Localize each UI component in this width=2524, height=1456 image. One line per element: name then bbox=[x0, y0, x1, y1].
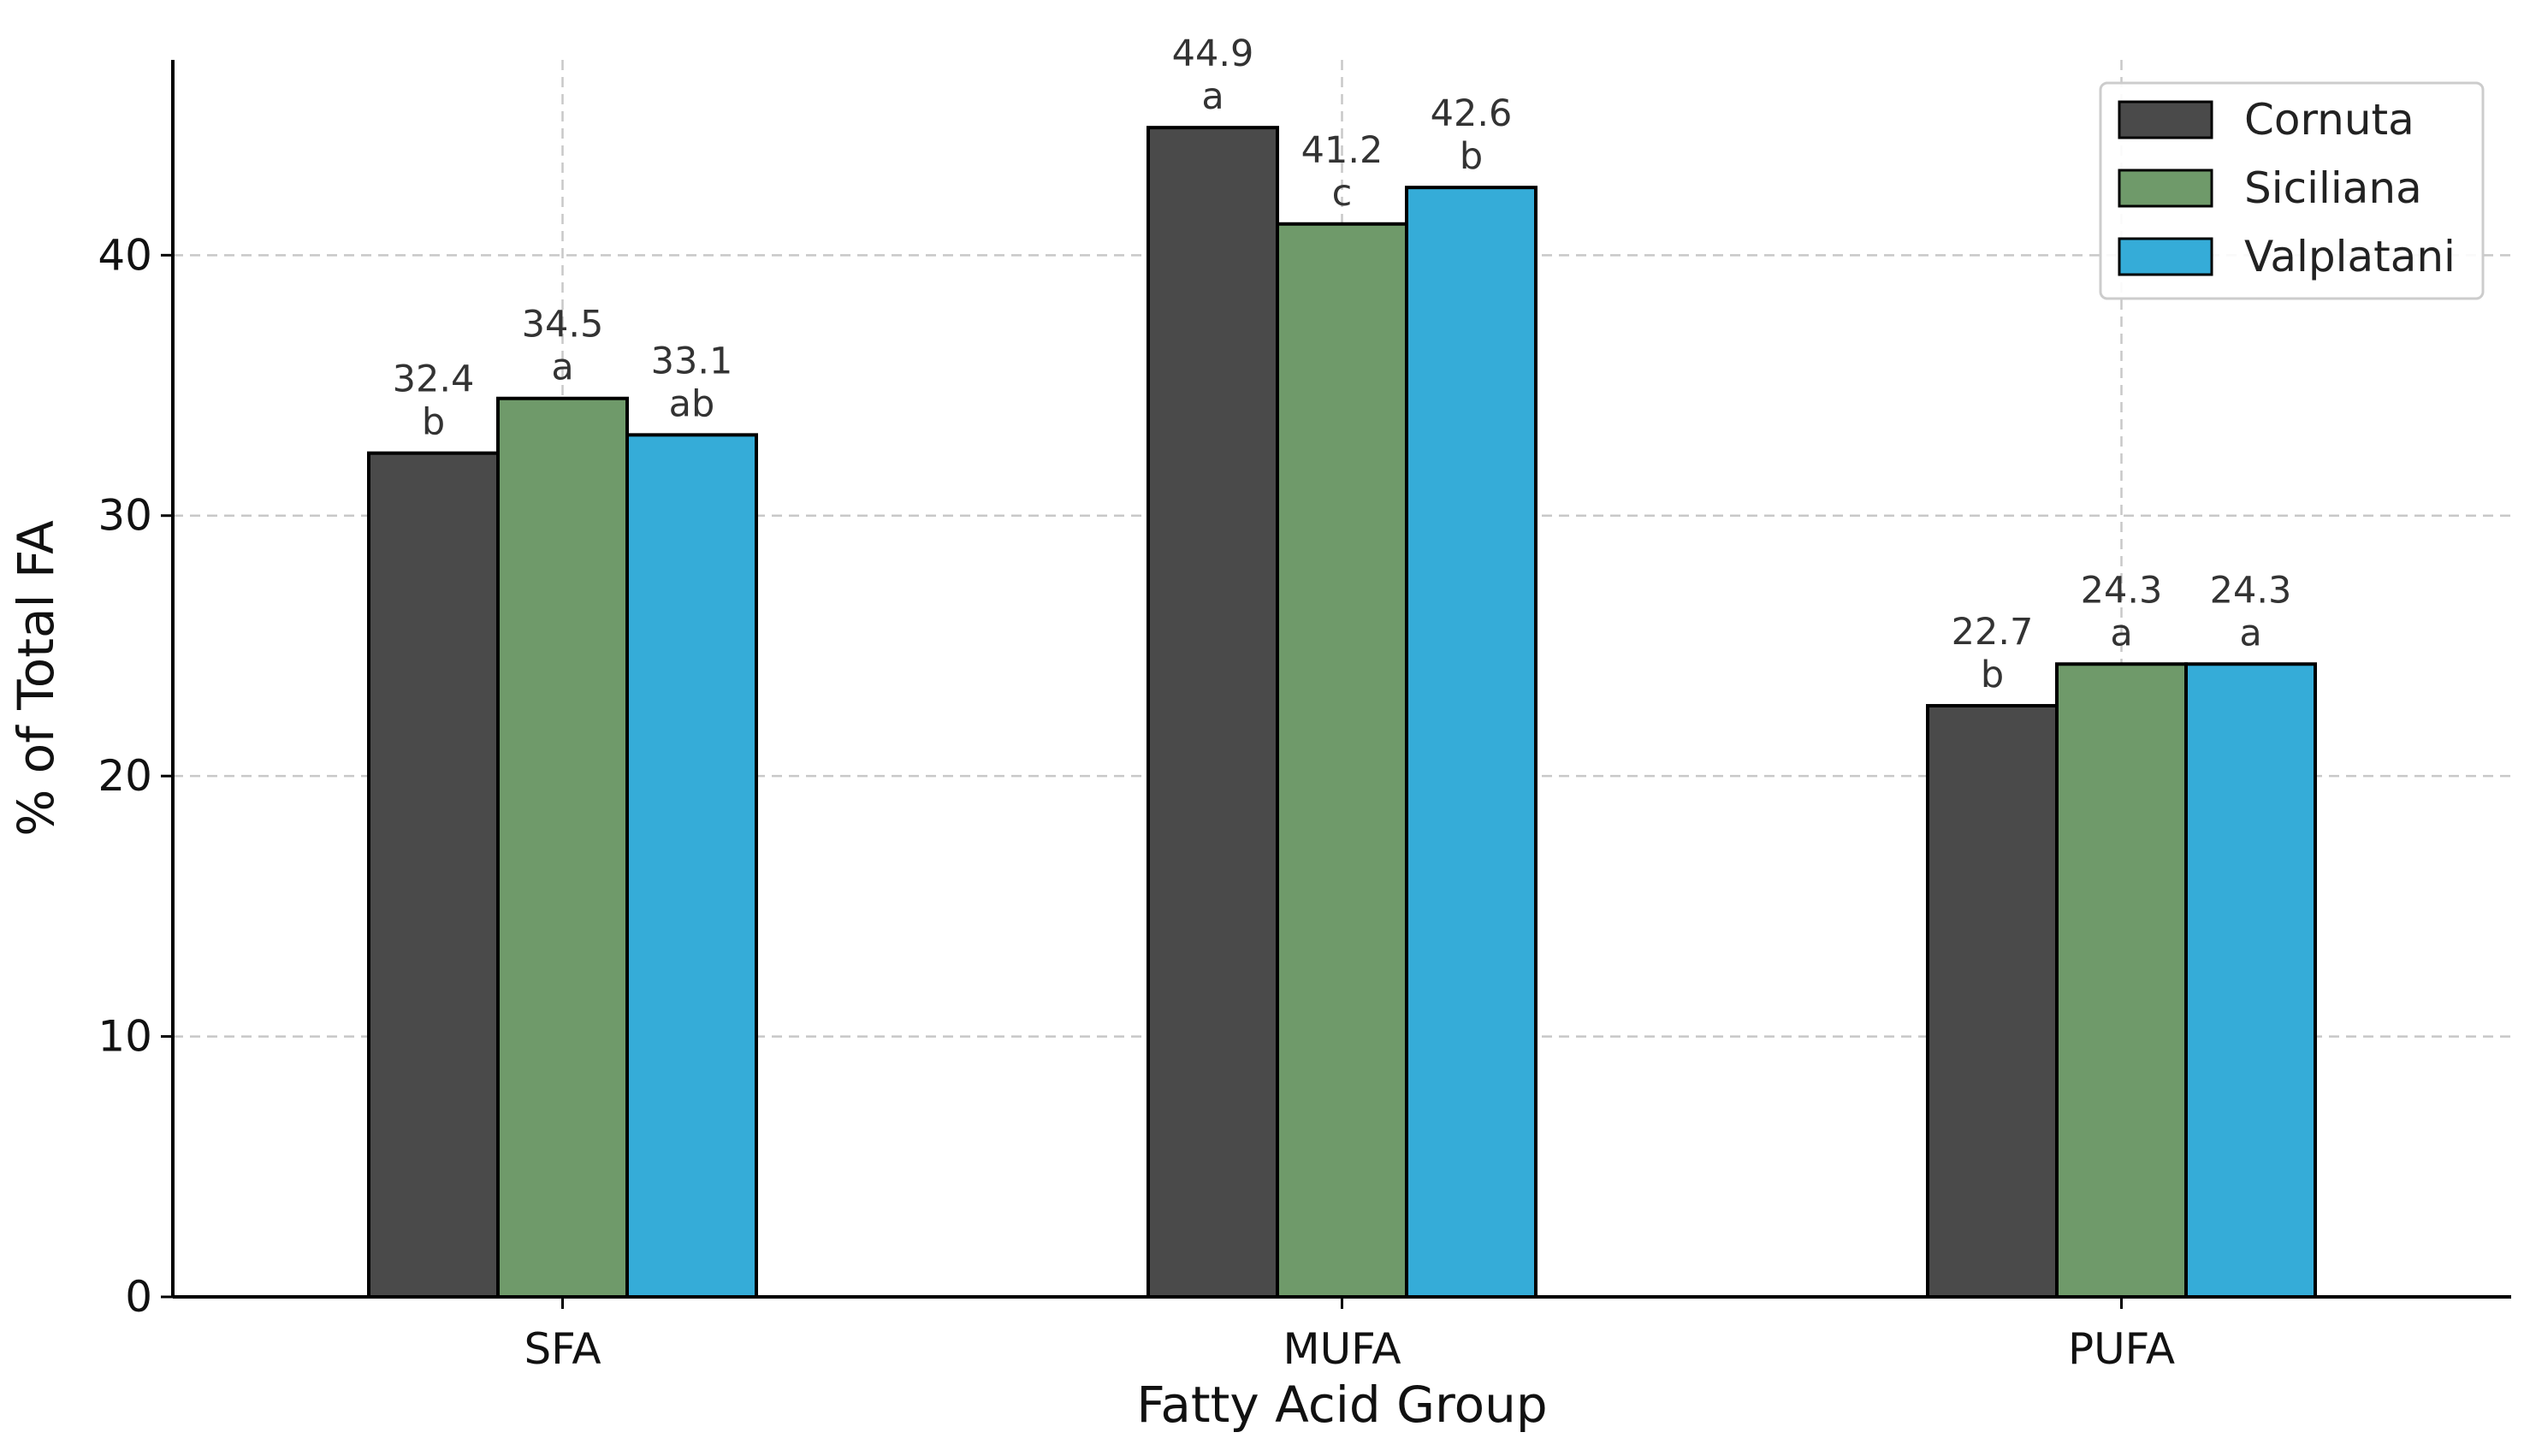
bar-siciliana bbox=[2055, 662, 2188, 1299]
y-tick-label: 0 bbox=[125, 1272, 152, 1322]
legend: Cornuta Siciliana Valplatani bbox=[2099, 81, 2485, 300]
y-tick-label: 30 bbox=[98, 491, 152, 541]
data-label-letter: a bbox=[2110, 612, 2132, 654]
axes-layer: 0 10 20 30 40 SFA MUFA PUFA bbox=[98, 60, 2511, 1374]
legend-swatch-valplatani bbox=[2118, 237, 2213, 276]
data-label-value: 24.3 bbox=[2210, 569, 2292, 612]
data-label-value: 24.3 bbox=[2081, 569, 2163, 612]
data-label-letter: b bbox=[1460, 135, 1483, 178]
x-axis-title: Fatty Acid Group bbox=[1136, 1376, 1547, 1434]
x-tick-label: SFA bbox=[524, 1324, 601, 1374]
bar-cornuta bbox=[367, 451, 500, 1299]
data-label-letter: b bbox=[422, 401, 445, 444]
legend-label-siciliana: Siciliana bbox=[2244, 163, 2422, 213]
legend-swatch-cornuta bbox=[2118, 100, 2213, 139]
bar-cornuta bbox=[1926, 703, 2059, 1299]
bar-valplatani bbox=[1405, 186, 1538, 1299]
legend-label-cornuta: Cornuta bbox=[2244, 95, 2414, 145]
data-label-letter: c bbox=[1332, 172, 1353, 215]
bar-valplatani bbox=[625, 433, 758, 1299]
data-label-value: 22.7 bbox=[1952, 611, 2034, 654]
data-label-value: 41.2 bbox=[1301, 129, 1383, 172]
data-label-letter: ab bbox=[669, 382, 715, 425]
bars-layer bbox=[367, 126, 2317, 1299]
bar-siciliana bbox=[496, 396, 629, 1299]
x-tick-label: MUFA bbox=[1283, 1324, 1401, 1374]
y-tick-label: 40 bbox=[98, 230, 152, 280]
data-label-value: 44.9 bbox=[1172, 33, 1254, 75]
legend-swatch-siciliana bbox=[2118, 169, 2213, 208]
y-tick-label: 20 bbox=[98, 751, 152, 801]
y-tick-label: 10 bbox=[98, 1012, 152, 1062]
data-label-letter: b bbox=[1981, 654, 2004, 696]
data-label-value: 33.1 bbox=[651, 340, 733, 382]
data-label-letter: a bbox=[551, 346, 573, 389]
bar-valplatani bbox=[2184, 662, 2317, 1299]
legend-label-valplatani: Valplatani bbox=[2244, 232, 2456, 281]
bar-cornuta bbox=[1146, 126, 1279, 1299]
data-label-letter: a bbox=[2239, 612, 2261, 654]
data-label-value: 32.4 bbox=[393, 358, 475, 401]
bar-siciliana bbox=[1276, 222, 1408, 1299]
data-label-value: 34.5 bbox=[522, 304, 604, 346]
y-axis-title: % of Total FA bbox=[7, 520, 65, 837]
data-label-letter: a bbox=[1201, 75, 1223, 118]
x-tick-label: PUFA bbox=[2068, 1324, 2175, 1374]
labels-layer: 32.4b44.9a22.7b34.5a41.2c24.3a33.1ab42.6… bbox=[393, 33, 2292, 696]
data-label-value: 42.6 bbox=[1431, 92, 1513, 135]
